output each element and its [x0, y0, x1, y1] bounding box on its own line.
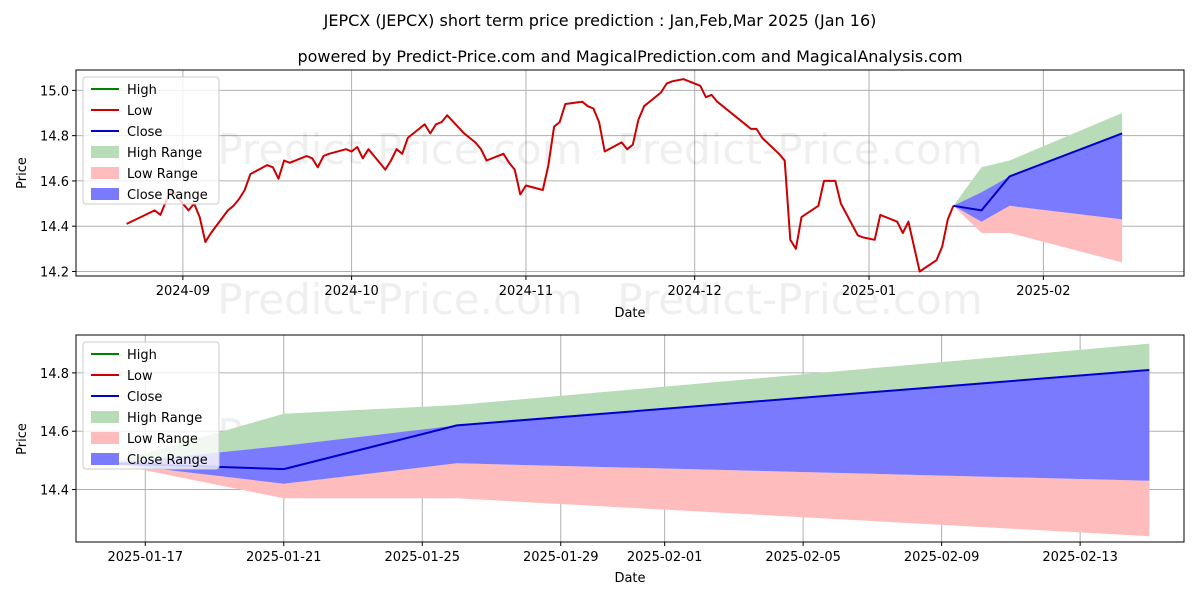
x-tick-label: 2025-01-21 — [246, 550, 322, 565]
x-tick-label: 2024-11 — [499, 284, 553, 299]
legend-label: Low Range — [127, 432, 198, 447]
bottom-axis-ticks: 2025-01-17 2025-01-21 2025-01-25 2025-01-29… — [40, 367, 1118, 565]
legend-label: Close Range — [127, 453, 208, 468]
top-forecast-ranges — [953, 113, 1123, 263]
x-tick-label: 2024-10 — [324, 284, 378, 299]
y-tick-label: 14.8 — [40, 130, 69, 145]
legend-label: Close Range — [127, 188, 208, 203]
legend-label: High — [127, 83, 157, 98]
watermark: Predict-Price.com — [217, 275, 582, 324]
y-tick-label: 14.6 — [40, 425, 69, 440]
y-tick-label: 15.0 — [40, 84, 69, 99]
chart-subtitle: powered by Predict-Price.com and Magical… — [297, 47, 962, 66]
x-tick-label: 2024-09 — [156, 284, 210, 299]
x-tick-label: 2025-01-29 — [523, 550, 599, 565]
low-price-line — [126, 78, 955, 273]
close-forecast-line — [953, 132, 1123, 212]
legend-label: High Range — [127, 411, 202, 426]
legend-label: Low Range — [127, 167, 198, 182]
bottom-y-axis-label: Price — [15, 423, 30, 455]
y-tick-label: 14.4 — [40, 220, 69, 235]
y-tick-label: 14.6 — [40, 175, 69, 190]
y-tick-label: 14.8 — [40, 367, 69, 382]
legend-swatch-patch — [91, 453, 119, 465]
y-tick-label: 14.4 — [40, 484, 69, 499]
legend-label: Close — [127, 125, 162, 140]
x-tick-label: 2025-01-17 — [107, 550, 183, 565]
top-x-axis-label: Date — [614, 306, 645, 321]
close-range-band — [110, 370, 1150, 484]
x-tick-label: 2024-12 — [668, 284, 722, 299]
x-tick-label: 2025-02-13 — [1042, 550, 1118, 565]
y-tick-label: 14.2 — [40, 265, 69, 280]
top-series-lines — [126, 78, 1123, 273]
top-panel: Predict-Price.com Predict-Price.com Pred… — [15, 69, 1185, 324]
bottom-axes-frame — [75, 334, 1185, 543]
low-range-band — [953, 205, 1123, 263]
high-range-band — [953, 113, 1123, 206]
legend-swatch-patch — [91, 411, 119, 423]
legend-swatch-patch — [91, 432, 119, 444]
x-tick-label: 2025-01-25 — [384, 550, 460, 565]
legend-swatch-patch — [91, 146, 119, 158]
top-legend: High Low Close High Range Low Range Close Ran… — [82, 76, 220, 205]
watermark: Predict-Price.com — [217, 125, 582, 174]
x-tick-label: 2025-01 — [842, 284, 896, 299]
bottom-x-axis-label: Date — [614, 571, 645, 586]
bottom-forecast-ranges — [110, 343, 1150, 537]
watermark: Predict-Price.com — [617, 275, 982, 324]
close-range-band — [953, 133, 1123, 222]
bottom-panel: Predict-Price.com Predict-Price.com 2025… — [15, 334, 1185, 586]
legend-label: High Range — [127, 146, 202, 161]
low-range-band — [110, 463, 1150, 537]
x-tick-label: 2025-02-09 — [904, 550, 980, 565]
bottom-legend: High Low Close High Range Low Range Close Ran… — [82, 341, 220, 470]
x-tick-label: 2025-02-05 — [765, 550, 841, 565]
x-tick-label: 2025-02 — [1016, 284, 1070, 299]
legend-swatch-patch — [91, 188, 119, 200]
legend-label: High — [127, 348, 157, 363]
top-axes-frame — [75, 69, 1185, 277]
x-tick-label: 2025-02-01 — [627, 550, 703, 565]
high-range-band — [110, 343, 1150, 464]
chart-title: JEPCX (JEPCX) short term price predictio… — [323, 11, 877, 30]
legend-swatch-patch — [91, 167, 119, 179]
legend-label: Low — [127, 369, 153, 384]
legend-label: Low — [127, 104, 153, 119]
watermark: Predict-Price.com — [617, 125, 982, 174]
top-axis-ticks: 2024-09 2024-10 2024-11 2024-12 2025-01 2025-… — [40, 84, 1071, 299]
legend-label: Close — [127, 390, 162, 405]
top-y-axis-label: Price — [15, 157, 30, 189]
